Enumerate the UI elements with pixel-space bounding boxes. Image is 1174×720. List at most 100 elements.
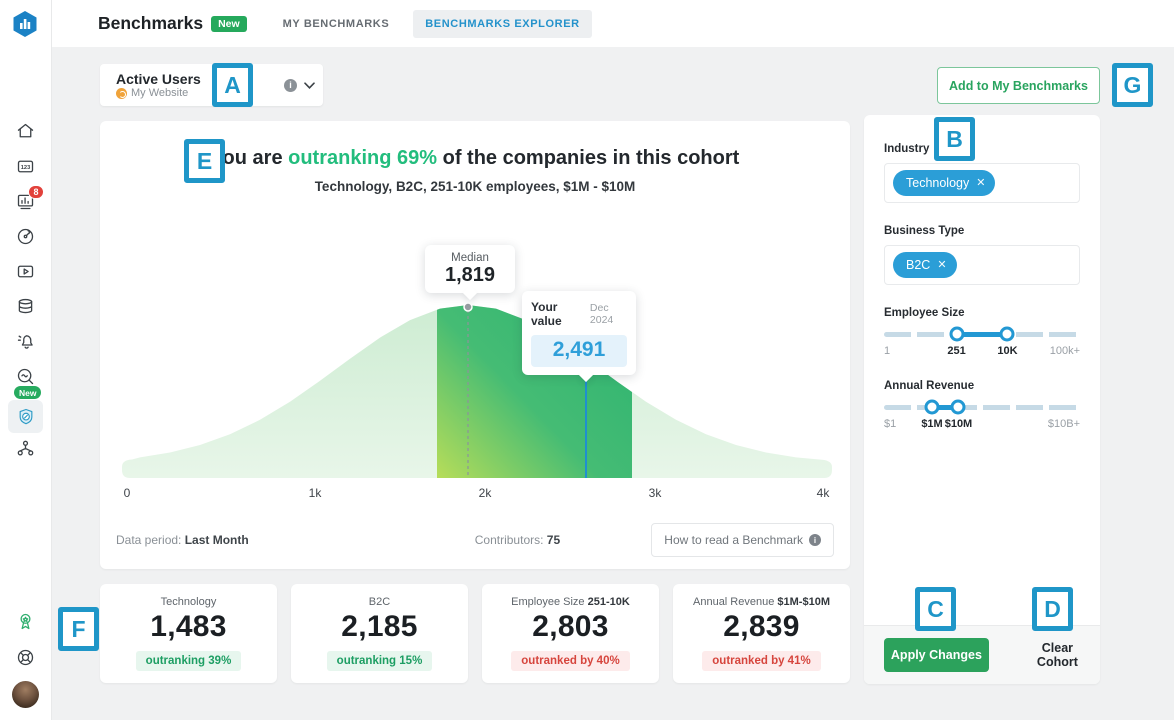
panel-footer: Apply Changes Clear Cohort [864,625,1100,684]
cohort-stat-cards: Technology 1,483 outranking 39% B2C 2,18… [100,584,850,683]
annotation-marker-A: A [212,63,253,107]
business-type-chip[interactable]: B2C ✕ [893,252,957,278]
sidebar-item-hierarchy[interactable] [0,438,51,459]
stat-card-annual-revenue[interactable]: Annual Revenue $1M-$10M 2,839 outranked … [673,584,850,683]
annual-revenue-slider[interactable] [884,399,1080,415]
x-tick-0: 0 [123,486,131,500]
distribution-curve [122,302,832,478]
sidebar-item-videos[interactable] [0,261,51,282]
slider-handle-low[interactable] [949,326,965,342]
slider-handle-high[interactable] [999,326,1015,342]
slider-handle-low[interactable] [924,399,940,415]
help-lifebuoy-icon [17,649,34,666]
video-icon [17,265,34,278]
slider-selected-range[interactable] [932,405,959,410]
remove-chip-icon[interactable]: ✕ [976,176,986,189]
app-logo-icon[interactable] [11,10,39,38]
your-value-period: Dec 2024 [589,302,614,326]
remove-chip-icon[interactable]: ✕ [937,258,947,271]
median-label: Median [451,252,489,264]
annotation-marker-G: G [1112,63,1153,107]
outranked-badge: outranked by 40% [511,651,630,671]
annotation-marker-C: C [915,587,956,631]
notification-count-badge: 8 [27,185,44,199]
clear-cohort-button[interactable]: Clear Cohort [1015,640,1100,670]
chart-report-icon [17,194,34,210]
x-tick-4k: 4k [816,486,830,500]
metric-name: Active Users [116,70,201,87]
chevron-down-icon[interactable] [304,81,315,89]
your-value-label: Your value [531,300,562,328]
info-icon[interactable]: i [284,78,297,92]
stat-value: 2,803 [532,610,609,643]
business-type-input[interactable]: B2C ✕ [884,245,1080,285]
contributors-value: 75 [546,533,561,547]
outranked-badge: outranked by 41% [702,651,821,671]
annual-revenue-label: Annual Revenue [884,380,975,392]
website-favicon-icon [116,87,127,99]
outranking-badge: outranking 39% [135,651,242,671]
employee-size-label: Employee Size [884,307,965,319]
median-dot [463,302,473,312]
benchmark-chart-card: You are outranking 69% of the companies … [100,121,850,569]
your-value: 2,491 [531,335,627,367]
sidebar-item-numbers[interactable]: 123 [0,156,51,177]
left-sidebar: 123 8 New [0,0,52,720]
industry-input[interactable]: Technology ✕ [884,163,1080,203]
user-avatar[interactable] [12,681,39,708]
stat-value: 2,185 [341,610,418,643]
business-type-label: Business Type [884,225,965,237]
sidebar-item-help[interactable] [0,647,51,668]
insights-search-icon [17,368,34,385]
slider-handle-high[interactable] [950,399,966,415]
page-title: Benchmarks [98,13,204,33]
x-tick-1k: 1k [308,486,322,500]
sidebar-item-benchmarks-active[interactable]: New [8,386,43,433]
how-to-read-benchmark-button[interactable]: How to read a Benchmark i [651,523,835,557]
data-period-label: Data period: [116,533,182,547]
x-tick-2k: 2k [478,486,492,500]
add-to-my-benchmarks-button[interactable]: Add to My Benchmarks [937,67,1100,104]
database-icon [18,298,33,314]
annotation-marker-F: F [58,607,99,651]
employee-size-slider[interactable] [884,326,1080,342]
sidebar-item-rewards[interactable] [0,611,51,632]
annotation-marker-B: B [934,117,975,161]
outranking-badge: outranking 15% [326,651,433,671]
svg-text:123: 123 [21,165,30,171]
number-panel-icon: 123 [17,160,34,173]
slider-selected-range[interactable] [956,332,1008,337]
stat-value: 1,483 [150,610,227,643]
sidebar-item-reports[interactable]: 8 [0,185,51,212]
tab-benchmarks-explorer[interactable]: BENCHMARKS EXPLORER [413,9,592,38]
apply-changes-button[interactable]: Apply Changes [884,638,989,672]
data-period-value: Last Month [184,533,249,547]
industry-chip[interactable]: Technology ✕ [893,170,996,196]
metric-source: My Website [131,86,189,99]
slider-track[interactable] [884,405,1080,410]
benchmarks-shield-icon [19,408,32,424]
stat-card-b2c[interactable]: B2C 2,185 outranking 15% [291,584,468,683]
x-tick-3k: 3k [648,486,662,500]
cohort-description: Technology, B2C, 251-10K employees, $1M … [314,179,636,194]
sidebar-item-insights[interactable] [0,366,51,387]
sidebar-item-data[interactable] [0,296,51,317]
stat-card-employee-size[interactable]: Employee Size 251-10K 2,803 outranked by… [482,584,659,683]
bell-icon [17,335,33,349]
annotation-marker-D: D [1032,587,1073,631]
sidebar-item-home[interactable] [0,121,51,142]
new-feature-badge: New [211,15,247,32]
award-icon [20,613,31,630]
metric-selector[interactable]: Active Users My Website i [100,64,323,106]
stat-value: 2,839 [723,610,800,643]
home-icon [17,123,34,138]
tab-my-benchmarks[interactable]: MY BENCHMARKS [282,17,390,30]
contributors-label: Contributors: [474,533,544,547]
stat-card-technology[interactable]: Technology 1,483 outranking 39% [100,584,277,683]
sidebar-item-alerts[interactable] [0,331,51,352]
hierarchy-icon [17,440,34,456]
sidebar-new-badge: New [14,386,42,399]
sidebar-item-goals[interactable] [0,226,51,247]
industry-label: Industry [884,143,930,155]
outranking-percent: outranking 69% [288,147,438,169]
